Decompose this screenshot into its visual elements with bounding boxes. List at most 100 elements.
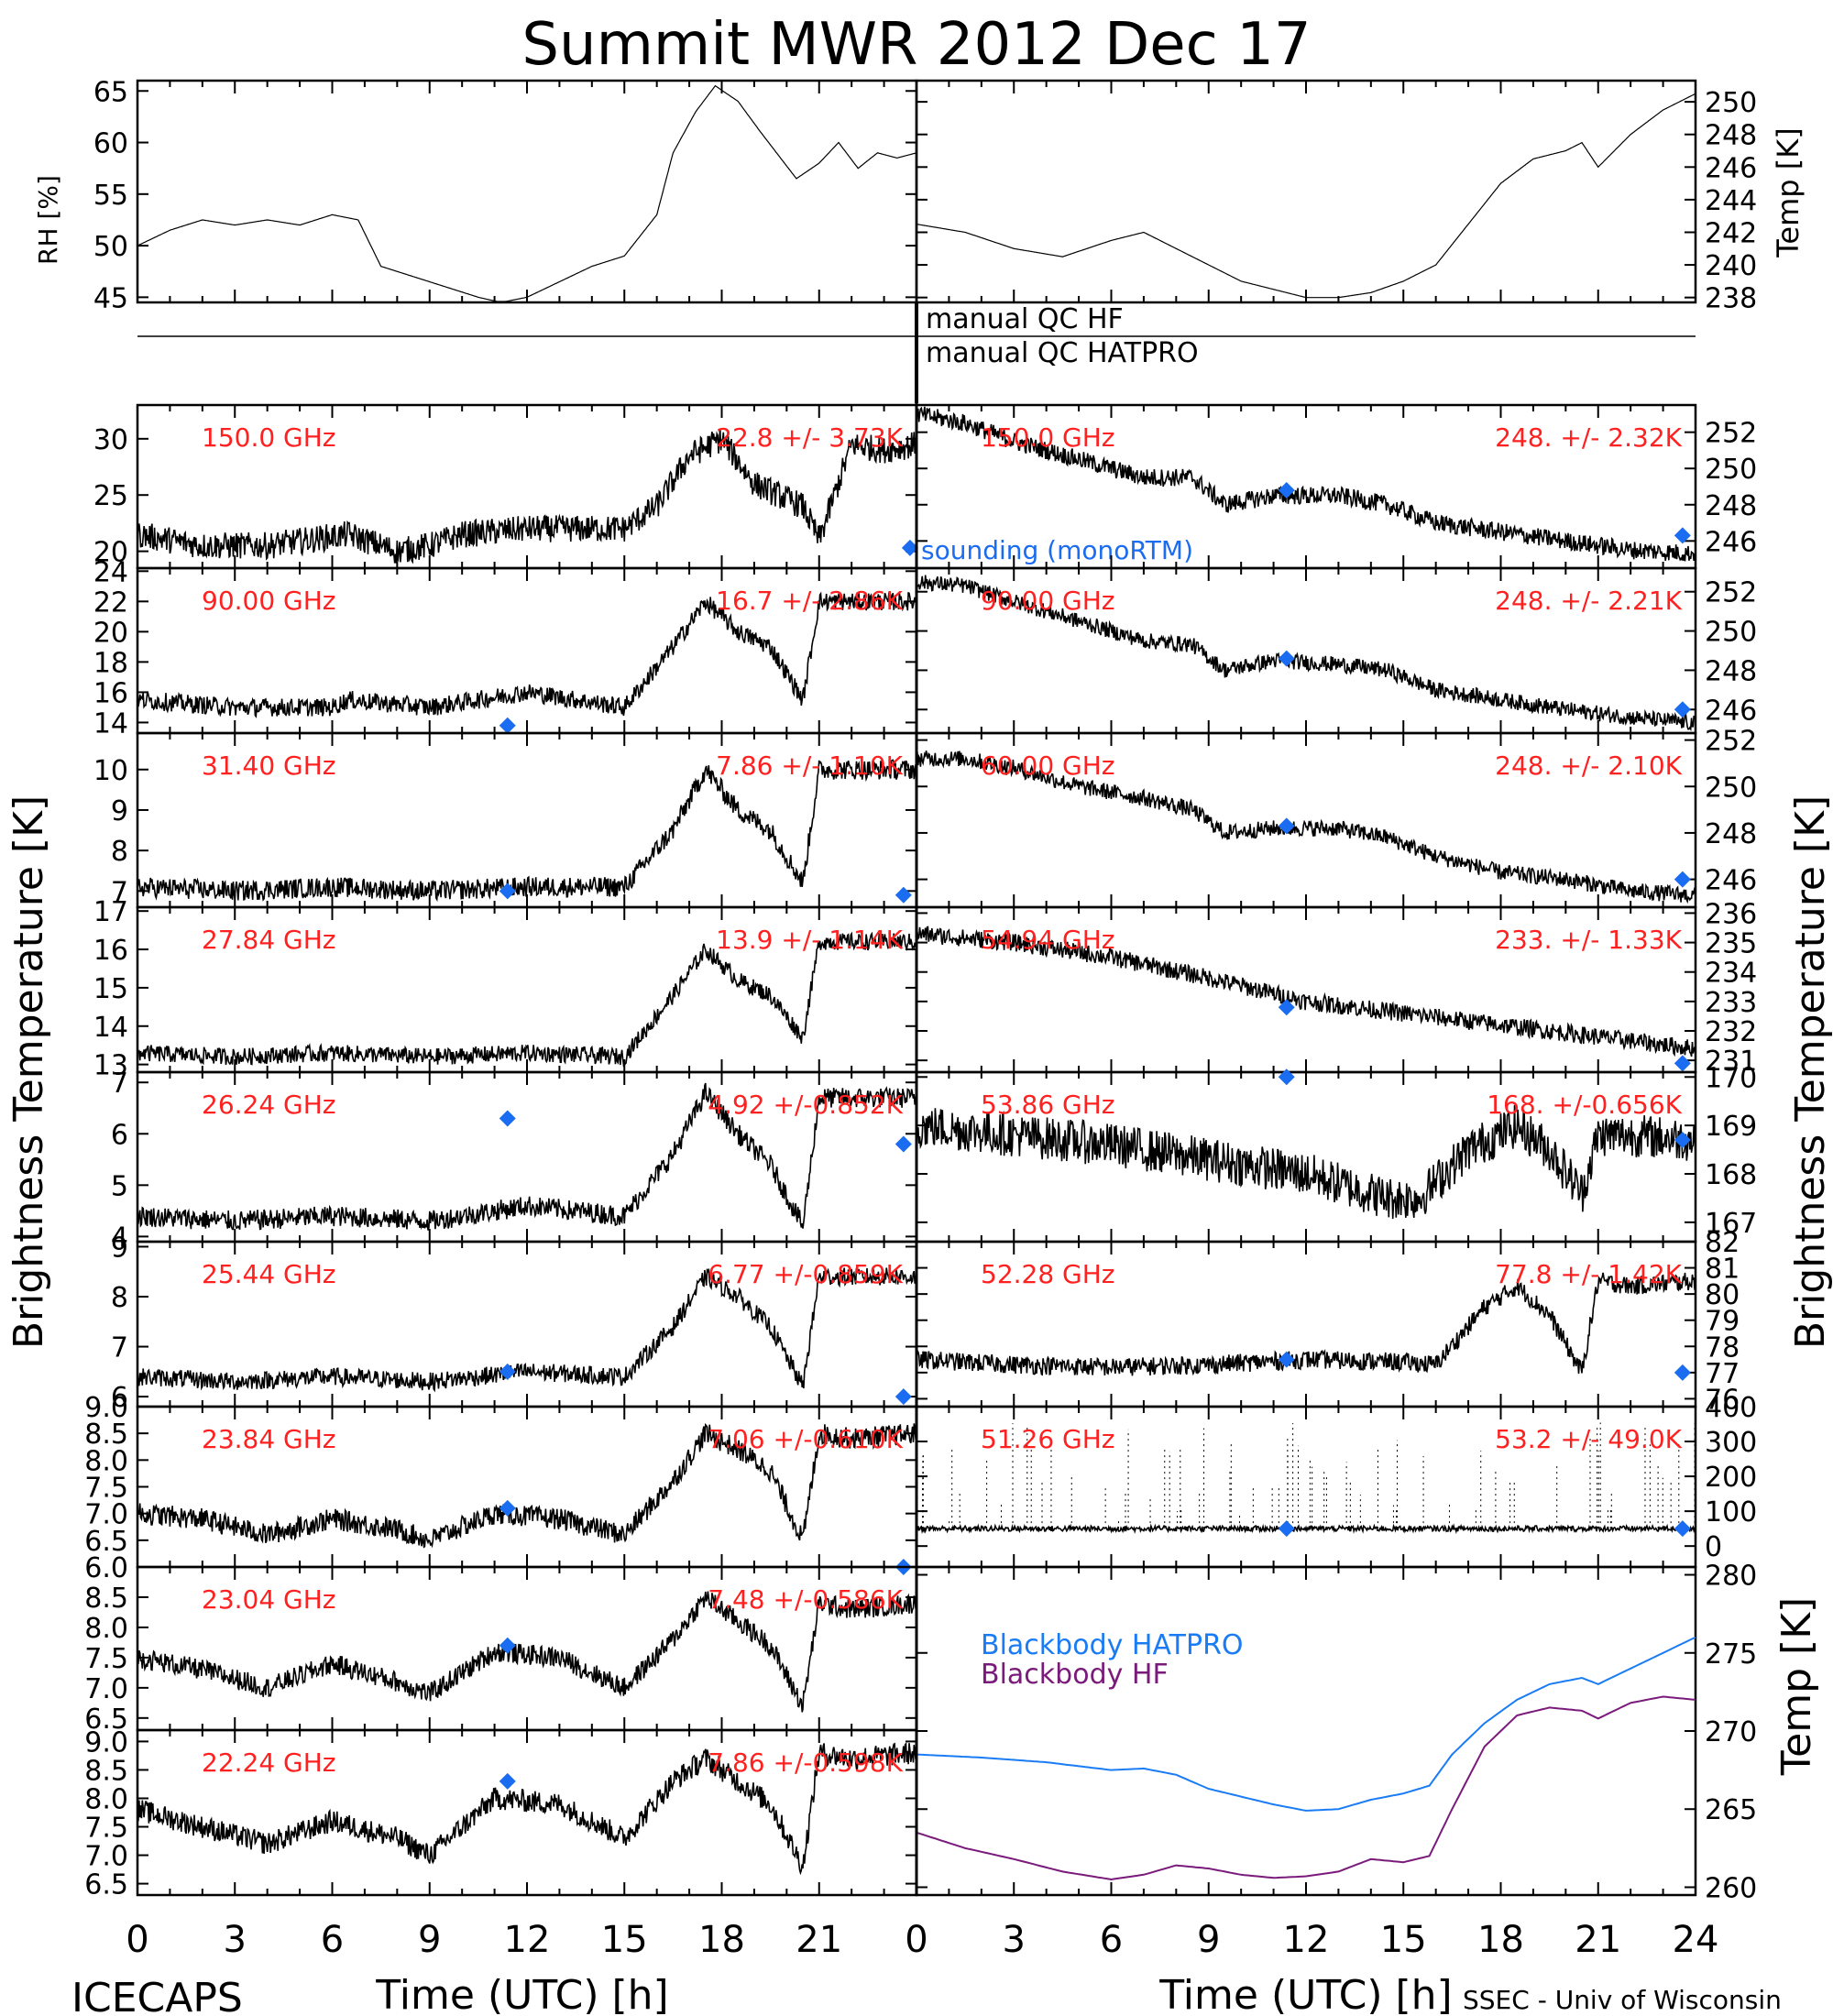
y-tick-label: 235 bbox=[1705, 928, 1757, 960]
stats-label: 53.2 +/- 49.0K bbox=[1495, 1424, 1682, 1454]
y-tick-label: 8.0 bbox=[84, 1445, 128, 1477]
series-line-1 bbox=[916, 1695, 1696, 1881]
qc-strip: manual QC HF manual QC HATPRO bbox=[137, 302, 1696, 403]
sounding-point bbox=[1278, 481, 1295, 499]
y-tick-label: 167 bbox=[1705, 1208, 1757, 1240]
panel-left-9-trace bbox=[137, 1742, 917, 1876]
y-tick-label: 24 bbox=[93, 556, 128, 588]
stats-label: 7.86 +/- 1.10K bbox=[716, 751, 903, 781]
y-tick-label: 6.5 bbox=[84, 1526, 128, 1558]
y-tick-label: 233 bbox=[1705, 987, 1757, 1019]
frequency-label: 31.40 GHz bbox=[202, 751, 336, 781]
y-tick-label: 280 bbox=[1705, 1561, 1757, 1593]
x-tick-label: 21 bbox=[1575, 1919, 1621, 1961]
panel-right-6-trace bbox=[916, 1272, 1696, 1376]
y-tick-label: 248 bbox=[1705, 818, 1757, 850]
y-tick-label: 7 bbox=[111, 1332, 128, 1364]
y-tick-label: 17 bbox=[93, 896, 128, 928]
frequency-label: 90.00 GHz bbox=[202, 586, 336, 616]
sounding-point bbox=[895, 886, 912, 904]
y-tick-label: 60 bbox=[93, 128, 128, 160]
panel-left-1-trace bbox=[137, 428, 917, 564]
x-tick-label: 18 bbox=[698, 1919, 745, 1961]
panel-left-3-trace bbox=[137, 759, 917, 903]
y-tick-label: 238 bbox=[1705, 283, 1757, 315]
y-tick-label: 79 bbox=[1705, 1306, 1740, 1338]
x-tick-label: 21 bbox=[796, 1919, 842, 1961]
y-tick-label: 260 bbox=[1705, 1872, 1757, 1904]
panel-right-2: 246 248 250 252 90.00 GHz 248. +/- 2.21K bbox=[915, 566, 1757, 735]
y-tick-label: 65 bbox=[93, 76, 128, 108]
sounding-point bbox=[1278, 650, 1295, 667]
x-tick-label: 12 bbox=[504, 1919, 551, 1961]
x-tick-label: 9 bbox=[418, 1919, 441, 1961]
y-tick-label: 7.0 bbox=[84, 1841, 128, 1873]
tb-left-axis-title: Brightness Temperature [K] bbox=[5, 795, 52, 1349]
panel-left-7-trace bbox=[137, 1422, 917, 1549]
y-tick-label: 248 bbox=[1705, 490, 1757, 522]
y-tick-label: 80 bbox=[1705, 1279, 1740, 1311]
sounding-point bbox=[1674, 1520, 1691, 1538]
y-tick-label: 244 bbox=[1705, 185, 1757, 217]
y-tick-label: 9 bbox=[111, 1232, 128, 1264]
y-tick-label: 252 bbox=[1705, 726, 1757, 758]
sounding-point bbox=[1278, 999, 1295, 1016]
sounding-point bbox=[1674, 871, 1691, 888]
bb-temp-axis-title: Temp [K] bbox=[1773, 1597, 1820, 1776]
frequency-label: 51.26 GHz bbox=[981, 1424, 1115, 1454]
y-tick-label: 22 bbox=[93, 586, 128, 619]
frequency-label: 52.28 GHz bbox=[981, 1259, 1115, 1289]
frequency-label: 22.24 GHz bbox=[202, 1748, 336, 1778]
y-tick-label: 45 bbox=[93, 282, 128, 314]
panel-right-1-trace bbox=[916, 406, 1696, 562]
temp-axis-title: Temp [K] bbox=[1771, 127, 1806, 257]
y-tick-label: 9.0 bbox=[84, 1726, 128, 1759]
y-tick-label: 200 bbox=[1705, 1462, 1757, 1494]
y-tick-label: 25 bbox=[93, 480, 128, 512]
panel-right-3: 246 248 250 252 60.00 GHz 248. +/- 2.10K bbox=[915, 726, 1757, 909]
y-tick-label: 16 bbox=[93, 677, 128, 709]
qc-hf-label: manual QC HF bbox=[926, 303, 1124, 335]
sounding-point bbox=[499, 1110, 516, 1127]
y-tick-label: 248 bbox=[1705, 655, 1757, 687]
sounding-point bbox=[499, 1772, 516, 1790]
y-tick-label: 234 bbox=[1705, 958, 1757, 990]
sounding-label: sounding (monoRTM) bbox=[921, 535, 1193, 565]
legend-0: Blackbody HATPRO bbox=[981, 1629, 1244, 1661]
x-tick-label: 12 bbox=[1283, 1919, 1330, 1961]
qc-hatpro-label: manual QC HATPRO bbox=[926, 337, 1199, 369]
stats-label: 16.7 +/- 2.86K bbox=[716, 586, 903, 616]
stats-label: 4.92 +/-0.852K bbox=[708, 1090, 903, 1120]
rh-axis-title: RH [%] bbox=[33, 175, 63, 265]
frequency-label: 25.44 GHz bbox=[202, 1259, 336, 1289]
stats-label: 22.8 +/- 3.73K bbox=[716, 422, 903, 453]
y-tick-label: 250 bbox=[1705, 617, 1757, 649]
y-tick-label: 8 bbox=[111, 836, 128, 868]
y-tick-label: 8.5 bbox=[84, 1755, 128, 1787]
x-tick-label: 0 bbox=[126, 1919, 148, 1961]
y-tick-label: 14 bbox=[93, 707, 128, 740]
panel-right-7-trace bbox=[916, 1523, 1696, 1535]
y-tick-label: 252 bbox=[1705, 577, 1757, 609]
stats-label: 77.8 +/- 1.42K bbox=[1495, 1259, 1682, 1289]
frequency-label: 53.86 GHz bbox=[981, 1090, 1115, 1120]
panel-right-4-trace bbox=[916, 926, 1696, 1057]
panel-left-9: 9.08.58.07.57.06.5 22.24 GHz 7.86 +/-0.598… bbox=[84, 1726, 918, 1901]
frequency-label: 90.00 GHz bbox=[981, 586, 1115, 616]
y-tick-label: 76 bbox=[1705, 1384, 1740, 1416]
y-tick-label: 82 bbox=[1705, 1227, 1740, 1259]
y-tick-label: 81 bbox=[1705, 1254, 1740, 1286]
y-tick-label: 50 bbox=[93, 231, 128, 263]
footer-left: ICECAPS bbox=[71, 1975, 243, 2016]
y-tick-label: 6 bbox=[111, 1119, 128, 1151]
x-tick-label: 9 bbox=[1197, 1919, 1220, 1961]
y-tick-label: 7.0 bbox=[84, 1673, 128, 1705]
y-tick-label: 8 bbox=[111, 1282, 128, 1314]
frequency-label: 150.0 GHz bbox=[981, 422, 1115, 453]
sounding-point bbox=[1278, 1351, 1295, 1368]
x-axis-title-left: Time (UTC) [h] bbox=[375, 1972, 668, 2016]
sounding-point bbox=[499, 717, 516, 734]
